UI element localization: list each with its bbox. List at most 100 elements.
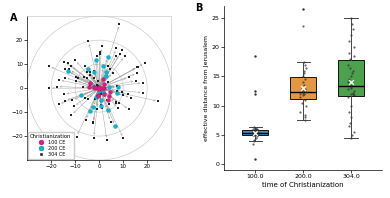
Point	[255, 132, 261, 135]
Point	[346, 57, 353, 60]
Point	[91, 69, 97, 72]
Point	[252, 157, 258, 160]
Point	[135, 65, 141, 68]
Point	[68, 64, 74, 67]
Point	[90, 120, 96, 124]
Point	[253, 128, 259, 131]
Point	[250, 129, 256, 132]
Point	[253, 132, 259, 135]
Point	[98, 92, 104, 96]
Point	[300, 81, 306, 84]
Point	[140, 91, 147, 94]
Point	[66, 68, 73, 71]
Point	[113, 47, 119, 50]
Point	[252, 54, 258, 57]
Text: B: B	[195, 3, 203, 13]
Point	[250, 128, 256, 131]
Point	[104, 138, 110, 142]
Point	[253, 136, 259, 140]
Point	[95, 84, 101, 88]
Point	[69, 99, 75, 102]
Point	[126, 76, 132, 79]
Point	[346, 78, 353, 81]
Point	[119, 49, 125, 52]
Point	[348, 16, 354, 19]
Point	[351, 94, 357, 97]
Point	[155, 100, 161, 103]
Point	[250, 142, 257, 146]
Point	[46, 87, 52, 90]
Point	[117, 53, 123, 56]
Point	[348, 34, 354, 37]
Point	[299, 87, 305, 90]
Point	[87, 83, 93, 87]
Y-axis label: effective distance from Jerusalem: effective distance from Jerusalem	[204, 35, 209, 141]
Point	[252, 89, 258, 93]
Point	[97, 53, 103, 56]
Point	[250, 133, 257, 137]
Point	[78, 94, 84, 97]
Point	[134, 66, 140, 69]
Point	[95, 93, 101, 96]
Point	[348, 104, 354, 107]
Point	[112, 124, 118, 127]
Point	[300, 75, 306, 78]
Point	[91, 76, 97, 79]
Point	[250, 131, 257, 134]
Point	[113, 54, 119, 57]
Point	[300, 25, 307, 28]
Point	[96, 50, 103, 53]
Point	[110, 71, 116, 74]
Point	[92, 87, 98, 90]
Point	[300, 94, 306, 97]
Point	[299, 101, 305, 104]
Point	[99, 91, 106, 94]
Point	[82, 64, 88, 68]
Point	[250, 130, 256, 134]
Point	[301, 84, 307, 87]
Point	[348, 87, 355, 90]
Point	[100, 65, 106, 68]
Point	[101, 86, 107, 89]
Point	[106, 90, 113, 94]
Point	[255, 130, 261, 133]
Point	[301, 69, 307, 72]
Point	[252, 92, 258, 96]
Point	[303, 66, 310, 69]
Point	[94, 83, 100, 86]
Point	[348, 84, 354, 87]
Point	[350, 69, 356, 72]
Point	[72, 58, 78, 62]
Point	[119, 91, 125, 94]
Point	[255, 129, 261, 132]
Point	[251, 139, 257, 143]
Point	[101, 92, 107, 95]
Point	[91, 86, 97, 89]
Point	[84, 70, 90, 73]
Point	[302, 63, 308, 66]
Point	[73, 135, 80, 138]
Point	[133, 79, 139, 82]
Point	[53, 85, 60, 88]
Point	[90, 106, 96, 109]
Point	[134, 72, 140, 75]
Point	[300, 87, 306, 90]
Point	[62, 99, 68, 102]
Point	[346, 110, 352, 113]
Point	[302, 98, 308, 101]
Point	[86, 86, 92, 89]
Point	[303, 91, 309, 94]
Point	[114, 85, 120, 88]
Point	[301, 78, 308, 81]
Point	[301, 60, 308, 63]
Point	[82, 119, 89, 122]
Point	[92, 98, 98, 101]
Point	[98, 104, 104, 107]
Point	[99, 86, 106, 89]
Point	[83, 77, 90, 80]
Point	[254, 127, 260, 130]
Point	[73, 75, 79, 78]
Point	[300, 7, 306, 10]
Point	[82, 97, 88, 100]
Point	[349, 72, 355, 75]
